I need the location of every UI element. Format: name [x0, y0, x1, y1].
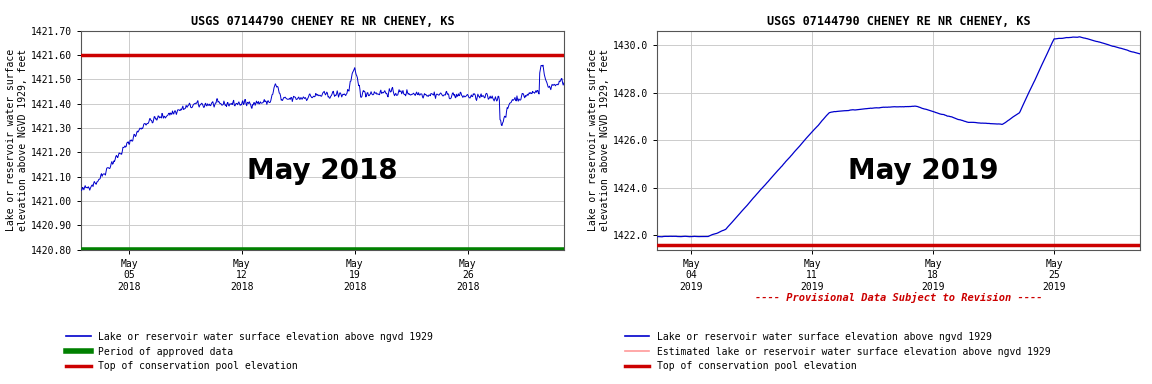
Text: ---- Provisional Data Subject to Revision ----: ---- Provisional Data Subject to Revisio… — [755, 292, 1043, 303]
Text: May 2018: May 2018 — [248, 157, 397, 185]
Text: May 2019: May 2019 — [848, 157, 998, 185]
Legend: Lake or reservoir water surface elevation above ngvd 1929, Period of approved da: Lake or reservoir water surface elevatio… — [62, 328, 438, 375]
Title: USGS 07144790 CHENEY RE NR CHENEY, KS: USGS 07144790 CHENEY RE NR CHENEY, KS — [767, 15, 1030, 28]
Legend: Lake or reservoir water surface elevation above ngvd 1929, Estimated lake or res: Lake or reservoir water surface elevatio… — [621, 328, 1055, 375]
Title: USGS 07144790 CHENEY RE NR CHENEY, KS: USGS 07144790 CHENEY RE NR CHENEY, KS — [191, 15, 454, 28]
Y-axis label: Lake or reservoir water surface
elevation above NGVD 1929, feet: Lake or reservoir water surface elevatio… — [588, 49, 609, 231]
Y-axis label: Lake or reservoir water surface
elevation above NGVD 1929, feet: Lake or reservoir water surface elevatio… — [6, 49, 28, 231]
